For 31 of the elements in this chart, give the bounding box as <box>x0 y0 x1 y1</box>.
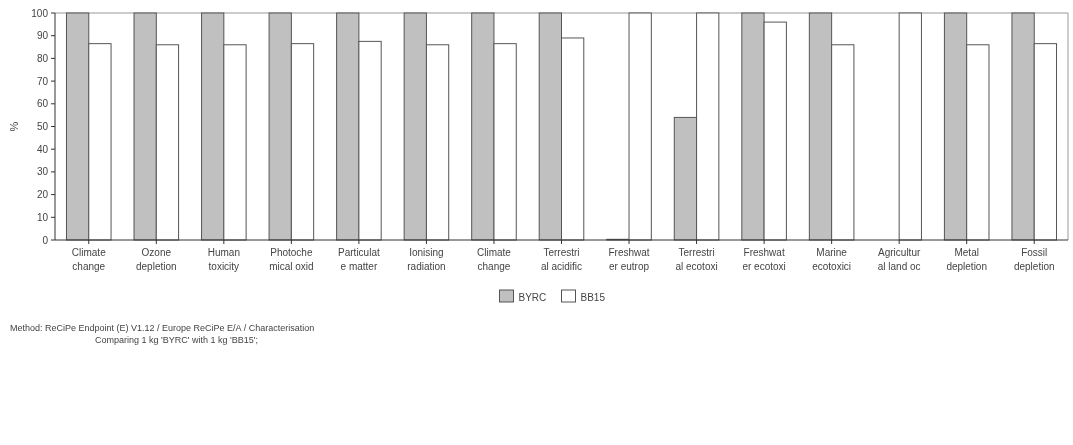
legend-label: BB15 <box>580 291 606 303</box>
x-tick-label: Climate change <box>477 247 512 272</box>
x-tick-label: Particulat e matter <box>338 247 380 272</box>
y-tick-label: 0 <box>42 234 49 246</box>
x-tick-label: Human toxicity <box>207 247 240 272</box>
y-tick-label: 30 <box>36 166 49 178</box>
x-tick-label: Ozone depletion <box>136 247 177 272</box>
x-tick-label: Freshwat er ecotoxi <box>742 247 786 272</box>
y-tick-label: 100 <box>31 7 49 19</box>
text: Method: ReCiPe Endpoint (E) V1.12 / Europe ReCiPe E/A / Characterisation <box>10 323 315 333</box>
x-tick-label: Agricultur al land oc <box>877 247 921 272</box>
y-tick-label: 40 <box>36 143 49 155</box>
y-tick-label: 50 <box>36 121 49 132</box>
y-tick-label: 80 <box>36 52 49 64</box>
y-axis-title: % <box>8 121 20 132</box>
legend-label: BYRC <box>518 291 547 303</box>
y-tick-label: 20 <box>36 189 49 201</box>
y-tick-label: 60 <box>36 98 49 110</box>
x-tick-label: Freshwat er eutrop <box>608 247 650 272</box>
x-tick-label: Ionising radiation <box>407 247 446 272</box>
x-tick-label: Marine ecotoxici <box>812 247 852 272</box>
x-tick-label: Terrestri al acidific <box>540 247 583 272</box>
x-tick-label: Metal depletion <box>946 247 987 272</box>
text: Comparing 1 kg 'BYRC' with 1 kg 'BB15'; <box>95 335 258 345</box>
x-tick-label: Climate change <box>71 247 107 272</box>
x-tick-label: Terrestri al ecotoxi <box>675 247 718 272</box>
y-tick-label: 10 <box>36 211 49 223</box>
y-tick-label: 90 <box>36 30 49 42</box>
x-tick-label: Fossil depletion <box>1013 247 1055 272</box>
x-tick-label: Photoche mical oxid <box>269 247 314 272</box>
y-tick-label: 70 <box>36 75 49 87</box>
